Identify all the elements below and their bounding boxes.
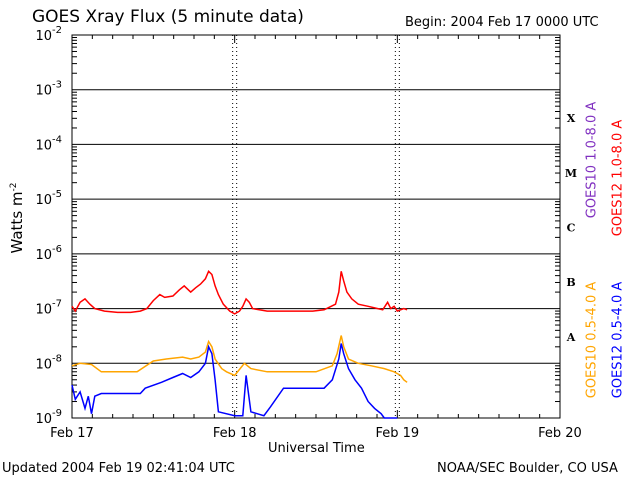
credit-label: NOAA/SEC Boulder, CO USA [437, 461, 618, 476]
y-tick-exponent: -6 [52, 244, 62, 255]
x-tick-label-3: Feb 20 [538, 426, 582, 441]
flare-class-x: X [567, 112, 576, 125]
y-tick-exponent: -4 [52, 134, 62, 145]
x-axis-label: Universal Time [268, 441, 365, 456]
y-tick-base: 10 [35, 412, 52, 427]
legend-entry-3: GOES12 0.5-4.0 A [610, 281, 626, 399]
x-tick-label-0: Feb 17 [50, 426, 94, 441]
y-tick-exponent: -2 [52, 25, 62, 36]
series-line-2 [71, 343, 398, 419]
y-tick-label-3: 10-5 [35, 189, 62, 208]
y-tick-label-7: 10-9 [35, 408, 62, 427]
series-line-1 [71, 335, 408, 383]
y-tick-label-0: 10-2 [35, 25, 62, 44]
y-tick-base: 10 [35, 303, 52, 318]
y-tick-base: 10 [35, 248, 52, 263]
flare-class-c: C [567, 222, 576, 235]
y-tick-exponent: -9 [52, 408, 62, 419]
chart-title: GOES Xray Flux (5 minute data) [32, 7, 304, 27]
y-tick-label-5: 10-7 [35, 299, 62, 318]
y-tick-label-6: 10-8 [35, 353, 62, 372]
flare-class-a: A [566, 331, 576, 344]
y-tick-exponent: -7 [52, 299, 62, 310]
updated-timestamp: Updated 2004 Feb 19 02:41:04 UTC [2, 461, 235, 476]
y-tick-exponent: -8 [52, 353, 62, 364]
begin-label: Begin: 2004 Feb 17 0000 UTC [405, 15, 599, 30]
flare-class-m: M [565, 167, 577, 180]
y-tick-base: 10 [35, 357, 52, 372]
y-tick-exponent: -5 [52, 189, 62, 200]
legend-entry-1: GOES12 1.0-8.0 A [610, 119, 626, 237]
y-tick-base: 10 [35, 193, 52, 208]
y-tick-base: 10 [35, 29, 52, 44]
y-tick-exponent: -3 [52, 80, 62, 91]
y-tick-label-2: 10-4 [35, 134, 62, 153]
y-tick-base: 10 [35, 84, 52, 99]
legend-entry-2: GOES10 0.5-4.0 A [584, 281, 600, 399]
y-tick-base: 10 [35, 138, 52, 153]
y-tick-label-4: 10-6 [35, 244, 62, 263]
x-tick-label-1: Feb 18 [213, 426, 257, 441]
x-tick-label-2: Feb 19 [375, 426, 419, 441]
flare-class-b: B [566, 276, 575, 289]
y-tick-label-1: 10-3 [35, 80, 62, 99]
legend-entry-0: GOES10 1.0-8.0 A [584, 101, 600, 219]
plot-frame [71, 34, 561, 419]
series-line-0 [71, 270, 408, 315]
